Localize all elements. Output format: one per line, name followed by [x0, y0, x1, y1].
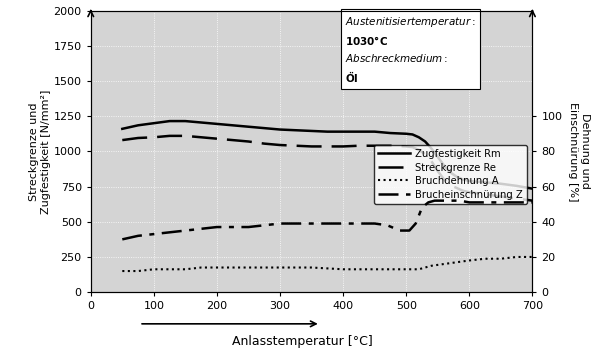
Y-axis label: Dehnung und
Einschnürung [%]: Dehnung und Einschnürung [%] [568, 102, 590, 201]
Legend: Zugfestigkeit Rm, Streckgrenze Re, Bruchdehnung A, Brucheinschnürung Z: Zugfestigkeit Rm, Streckgrenze Re, Bruch… [374, 145, 526, 203]
Y-axis label: Streckgrenze und
Zugfestigkeit [N/mm²]: Streckgrenze und Zugfestigkeit [N/mm²] [29, 89, 51, 214]
Text: $\it{Austenitisiertemperatur:}$
$\bf{1030°C}$
$\it{Abschreckmedium:}$
$\bf{\ddot: $\it{Austenitisiertemperatur:}$ $\bf{103… [345, 15, 476, 85]
Text: Anlasstemperatur [°C]: Anlasstemperatur [°C] [232, 335, 373, 348]
